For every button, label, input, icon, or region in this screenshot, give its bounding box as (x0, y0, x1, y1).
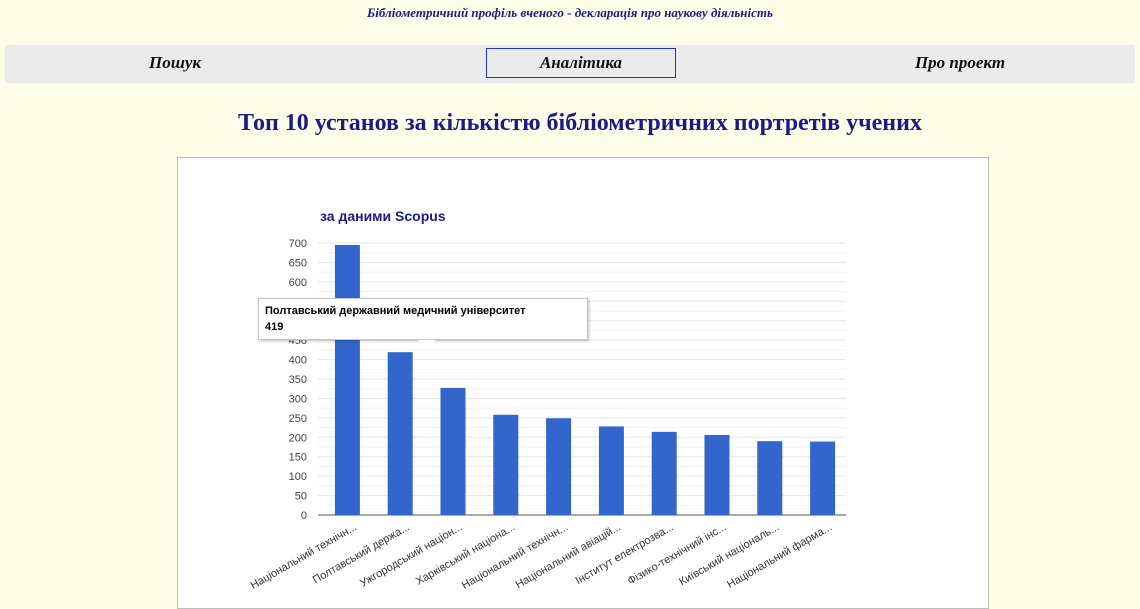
bar (440, 387, 466, 515)
y-tick-label: 650 (289, 257, 307, 269)
page-title: Топ 10 установ за кількістю бібліометрич… (238, 110, 922, 136)
y-tick-label: 250 (289, 413, 307, 425)
tooltip-institution-name: Полтавський державний медичний університ… (265, 305, 526, 317)
nav-analytics-link[interactable]: Аналітика (486, 48, 676, 78)
main-navbar: Пошук Аналітика Про проект (5, 45, 1135, 83)
bar (704, 434, 730, 515)
y-tick-label: 150 (289, 452, 307, 464)
nav-search-link[interactable]: Пошук (148, 53, 202, 72)
y-tick-label: 100 (289, 471, 307, 483)
y-tick-label: 0 (301, 510, 307, 522)
y-tick-label: 50 (295, 491, 307, 503)
y-tick-label: 600 (289, 277, 307, 289)
bar (757, 441, 783, 515)
bar (334, 244, 360, 515)
app-subtitle: Бібліометричний профіль вченого - деклар… (367, 5, 773, 20)
bar-chart-panel: за даними Scopus 0 50 100 150 200 250 300 350 400… (177, 157, 989, 609)
bar (810, 441, 836, 515)
bar (546, 418, 572, 515)
bar (493, 414, 519, 515)
y-tick-label: 700 (289, 238, 307, 250)
bar (387, 352, 413, 515)
bar (598, 426, 624, 515)
y-tick-label: 400 (289, 355, 307, 367)
nav-about-link[interactable]: Про проект (914, 53, 1006, 72)
x-category-label: Національний технічн... (249, 521, 359, 592)
y-tick-label: 350 (289, 374, 307, 386)
chart-tooltip: Полтавський державний медичний університ… (258, 298, 588, 340)
bar-chart: за даними Scopus 0 50 100 150 200 250 300 350 400… (249, 208, 846, 592)
y-tick-label: 300 (289, 393, 307, 405)
tooltip-pointer (418, 340, 436, 350)
tooltip-value: 419 (265, 321, 284, 333)
chart-title: за даними Scopus (320, 208, 446, 224)
y-tick-label: 200 (289, 432, 307, 444)
bar (651, 431, 677, 515)
